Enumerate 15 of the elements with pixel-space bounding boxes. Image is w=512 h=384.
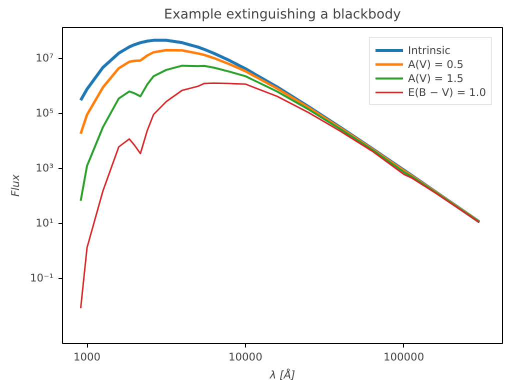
y-tick-label: 10³ xyxy=(36,162,54,175)
y-tick-label: 10⁵ xyxy=(36,106,54,120)
legend-label: A(V) = 1.5 xyxy=(408,71,464,85)
legend-label: Intrinsic xyxy=(408,43,451,57)
x-axis-title: λ [Å] xyxy=(268,368,296,382)
y-tick-label: 10⁻¹ xyxy=(30,272,54,285)
x-tick-label: 1000 xyxy=(73,350,101,364)
legend-label: A(V) = 0.5 xyxy=(408,57,464,71)
x-tick-label: 100000 xyxy=(383,350,424,364)
legend-label: E(B − V) = 1.0 xyxy=(408,85,486,99)
y-tick-label: 10¹ xyxy=(36,216,54,230)
y-tick-label: 10⁷ xyxy=(36,52,54,65)
chart-title: Example extinguishing a blackbody xyxy=(164,8,402,22)
x-tick-label: 10000 xyxy=(228,350,263,364)
y-axis-title: Flux xyxy=(9,174,22,197)
